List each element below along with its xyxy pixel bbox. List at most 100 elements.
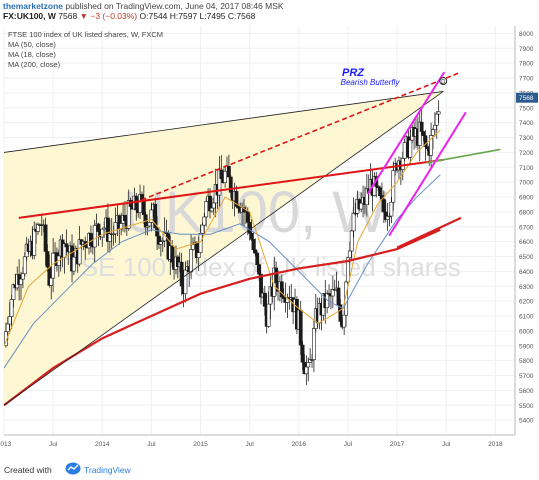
candle-body [336, 287, 341, 305]
candle-body [147, 222, 152, 227]
candle-body [436, 111, 441, 115]
price-tick-label: 5700 [519, 373, 534, 380]
price-tick-label: 7500 [519, 105, 534, 112]
time-tick-label: Jul [246, 441, 255, 448]
candle-body [22, 256, 27, 275]
point-d-label: D [441, 80, 446, 86]
time-tick-label: 2017 [390, 441, 405, 448]
trendline-green-extension [426, 148, 501, 164]
tradingview-logo-icon[interactable] [65, 462, 81, 475]
price-tick-label: 5600 [519, 388, 534, 395]
candle-body [196, 252, 201, 258]
candle-body [92, 225, 97, 248]
time-tick-label: Jul [49, 441, 58, 448]
ma18-line [3, 129, 441, 346]
candle-body [155, 227, 159, 237]
legend-ma18: MA (18, close) [8, 50, 56, 59]
candle-body [202, 216, 207, 226]
candle-body [9, 299, 14, 317]
candle-body [20, 273, 25, 280]
candle-body [200, 224, 205, 234]
price-tick-label: 6400 [519, 269, 534, 276]
candle-body [183, 269, 188, 295]
price-axis: 5400 5500 5600 5700 5800 5900 6000 6100 6200 6300… [514, 26, 538, 435]
author-link[interactable]: themarketzone [3, 1, 63, 11]
candle-body [209, 207, 214, 212]
price-tick-label: 6600 [519, 239, 534, 246]
tradingview-brand-link[interactable]: TradingView [84, 465, 131, 475]
candle-body [226, 165, 231, 178]
legend-ma200: MA (200, close) [8, 60, 61, 69]
last-price-tag [516, 92, 538, 103]
last-price: 7568 [58, 11, 78, 21]
trendline-red-200ma-extension [396, 216, 462, 249]
price-tick-label: 6100 [519, 314, 534, 321]
price-tick-label: 7400 [519, 120, 534, 127]
candle-body [191, 244, 195, 250]
pattern-label: Bearish Butterfly [341, 78, 401, 87]
candle-body [378, 187, 382, 196]
candle-body [389, 201, 394, 217]
candle-body [408, 139, 413, 158]
candle-body [298, 309, 303, 346]
price-tick-label: 6300 [519, 284, 534, 291]
price-tick-label: 6900 [519, 195, 534, 202]
candle-body [255, 252, 260, 266]
time-tick-label: 2018 [488, 441, 503, 448]
candle-body [223, 170, 228, 183]
price-change: ▼ −3 (−0.03%) [79, 11, 138, 21]
annotations: PRZ Bearish Butterfly D [341, 67, 448, 87]
candle-body [43, 224, 48, 252]
price-tick-label: 6500 [519, 254, 534, 261]
candle-body [381, 198, 386, 213]
time-axis: 2013 Jul 2014 Jul 2015 Jul 2016 Jul 2017 Jul 2018 [0, 434, 515, 448]
candle-body [432, 124, 437, 131]
candle-body [300, 344, 305, 363]
price-tick-label: 7300 [519, 135, 534, 142]
price-tick-label: 7800 [519, 61, 534, 68]
candle-body [257, 264, 262, 275]
candle-body [306, 362, 311, 368]
candle-body [266, 303, 271, 327]
candle-body [107, 233, 112, 242]
trendline-upper-black [3, 91, 444, 153]
candle-body [96, 223, 101, 232]
price-tick-label: 7100 [519, 165, 534, 172]
price-tick-label: 8000 [519, 31, 534, 38]
prz-label: PRZ [342, 67, 365, 79]
candle-body [189, 249, 193, 273]
candle-body [179, 261, 184, 287]
ma200-line [3, 228, 441, 407]
candle-body [134, 195, 139, 211]
price-tick-label: 6800 [519, 209, 534, 216]
trendlines [3, 71, 501, 406]
price-chart[interactable]: UK100, W FTSE 100 index of UK listed sha… [0, 22, 539, 458]
candle-body [400, 158, 405, 170]
price-tick-label: 6000 [519, 328, 534, 335]
candle-body [342, 314, 347, 328]
price-tick-label: 6200 [519, 299, 534, 306]
trendline-magenta-channel-upper [366, 71, 446, 195]
moving-averages [3, 129, 441, 407]
candle-body [249, 233, 254, 240]
time-tick-label: Jul [442, 441, 451, 448]
legend-title: FTSE 100 index of UK listed shares, W, F… [8, 30, 164, 39]
candle-body [158, 241, 163, 245]
legend: FTSE 100 index of UK listed shares, W, F… [8, 30, 163, 70]
time-tick-label: 2016 [292, 441, 307, 448]
candle-body [351, 212, 356, 232]
candle-body [419, 121, 424, 132]
candle-body [5, 323, 10, 333]
candle-body [32, 228, 37, 256]
price-tick-label: 6700 [519, 224, 534, 231]
price-tick-label: 7200 [519, 150, 534, 157]
price-tick-label: 7900 [519, 46, 534, 53]
candle-body [100, 228, 105, 238]
chart-area[interactable]: UK100, W FTSE 100 index of UK listed sha… [0, 22, 539, 458]
candle-body [251, 238, 256, 251]
candle-body [219, 169, 224, 179]
candle-body [349, 230, 354, 252]
time-tick-label: 2013 [0, 441, 12, 448]
candle-body [425, 146, 430, 149]
price-tick-label: 5900 [519, 343, 534, 350]
